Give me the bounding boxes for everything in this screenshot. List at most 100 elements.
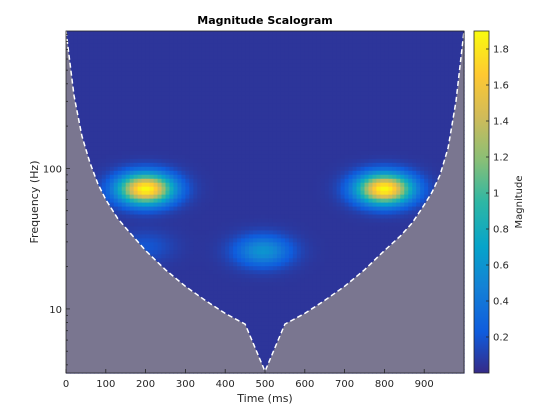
heatmap-cell bbox=[280, 186, 286, 191]
heatmap-cell bbox=[280, 217, 286, 223]
heatmap-cell bbox=[157, 198, 163, 203]
heatmap-cell bbox=[125, 217, 131, 223]
heatmap-cell bbox=[165, 62, 171, 68]
heatmap-cell bbox=[205, 269, 210, 275]
heatmap-cell bbox=[257, 58, 262, 64]
heatmap-cell bbox=[101, 82, 107, 88]
heatmap-cell bbox=[257, 166, 262, 171]
heatmap-cell bbox=[292, 122, 298, 128]
heatmap-cell bbox=[161, 158, 167, 163]
heatmap-cell bbox=[121, 178, 127, 183]
heatmap-cell bbox=[145, 205, 151, 211]
heatmap-cell bbox=[276, 74, 282, 80]
heatmap-cell bbox=[101, 146, 107, 151]
heatmap-cell bbox=[276, 102, 282, 108]
heatmap-cell bbox=[268, 293, 274, 299]
heatmap-cell bbox=[177, 253, 183, 259]
heatmap-cell bbox=[272, 62, 278, 68]
heatmap-cell bbox=[125, 58, 131, 64]
heatmap-cell bbox=[177, 277, 183, 283]
heatmap-cell bbox=[265, 221, 270, 227]
heatmap-cell bbox=[213, 277, 218, 283]
heatmap-cell bbox=[253, 253, 258, 259]
heatmap-cell bbox=[201, 225, 206, 231]
heatmap-cell bbox=[292, 78, 298, 84]
heatmap-cell bbox=[288, 209, 294, 215]
heatmap-cell bbox=[284, 54, 290, 60]
heatmap-cell bbox=[225, 122, 230, 128]
heatmap-cell bbox=[209, 261, 214, 267]
heatmap-cell bbox=[149, 138, 155, 143]
heatmap-cell bbox=[177, 170, 183, 175]
heatmap-cell bbox=[284, 42, 290, 48]
heatmap-cell bbox=[121, 130, 127, 135]
heatmap-cell bbox=[197, 114, 202, 120]
heatmap-cell bbox=[197, 269, 202, 275]
heatmap-cell bbox=[181, 170, 186, 175]
heatmap-cell bbox=[292, 209, 298, 215]
heatmap-cell bbox=[153, 78, 159, 84]
heatmap-cell bbox=[245, 58, 250, 64]
heatmap-cell bbox=[280, 178, 286, 183]
heatmap-cell bbox=[97, 86, 103, 92]
heatmap-cell bbox=[257, 94, 262, 100]
heatmap-cell bbox=[225, 158, 230, 163]
heatmap-cell bbox=[288, 309, 294, 314]
heatmap-cell bbox=[241, 82, 246, 88]
heatmap-cell bbox=[241, 217, 246, 223]
heatmap-cell bbox=[288, 162, 294, 167]
heatmap-cell bbox=[233, 82, 238, 88]
heatmap-cell bbox=[145, 66, 151, 72]
heatmap-cell bbox=[233, 293, 238, 299]
heatmap-cell bbox=[237, 229, 242, 235]
heatmap-cell bbox=[233, 126, 238, 132]
heatmap-cell bbox=[173, 50, 179, 56]
heatmap-cell bbox=[193, 162, 198, 167]
heatmap-cell bbox=[249, 82, 254, 88]
heatmap-cell bbox=[213, 70, 218, 76]
heatmap-cell bbox=[149, 130, 155, 135]
heatmap-cell bbox=[249, 249, 254, 255]
heatmap-cell bbox=[185, 134, 190, 139]
heatmap-cell bbox=[217, 90, 222, 96]
heatmap-cell bbox=[181, 86, 186, 92]
heatmap-cell bbox=[237, 106, 242, 112]
heatmap-cell bbox=[237, 217, 242, 223]
heatmap-cell bbox=[189, 86, 194, 92]
heatmap-cell bbox=[193, 166, 198, 171]
heatmap-cell bbox=[245, 241, 250, 247]
heatmap-cell bbox=[276, 90, 282, 96]
heatmap-cell bbox=[229, 122, 234, 128]
heatmap-cell bbox=[253, 170, 258, 175]
heatmap-cell bbox=[249, 209, 254, 215]
heatmap-cell bbox=[245, 233, 250, 239]
heatmap-cell bbox=[209, 110, 214, 116]
heatmap-cell bbox=[253, 42, 258, 48]
heatmap-cell bbox=[261, 241, 266, 247]
heatmap-cell bbox=[280, 58, 286, 64]
heatmap-cell bbox=[245, 261, 250, 267]
heatmap-cell bbox=[141, 38, 147, 44]
heatmap-cell bbox=[213, 122, 218, 128]
heatmap-cell bbox=[141, 34, 147, 40]
heatmap-cell bbox=[241, 301, 246, 306]
heatmap-cell bbox=[245, 166, 250, 171]
heatmap-cell bbox=[105, 170, 111, 175]
heatmap-cell bbox=[261, 202, 266, 207]
heatmap-cell bbox=[149, 182, 155, 187]
heatmap-cell bbox=[161, 50, 167, 56]
heatmap-cell bbox=[129, 66, 135, 72]
heatmap-cell bbox=[276, 182, 282, 187]
heatmap-cell bbox=[105, 62, 111, 68]
heatmap-cell bbox=[213, 90, 218, 96]
heatmap-cell bbox=[288, 118, 294, 124]
heatmap-cell bbox=[105, 182, 111, 187]
heatmap-cell bbox=[249, 321, 254, 326]
heatmap-cell bbox=[257, 46, 262, 52]
heatmap-cell bbox=[117, 34, 123, 40]
heatmap-cell bbox=[217, 209, 222, 215]
heatmap-cell bbox=[257, 281, 262, 287]
heatmap-cell bbox=[245, 138, 250, 143]
heatmap-cell bbox=[109, 150, 115, 155]
heatmap-cell bbox=[181, 38, 186, 44]
